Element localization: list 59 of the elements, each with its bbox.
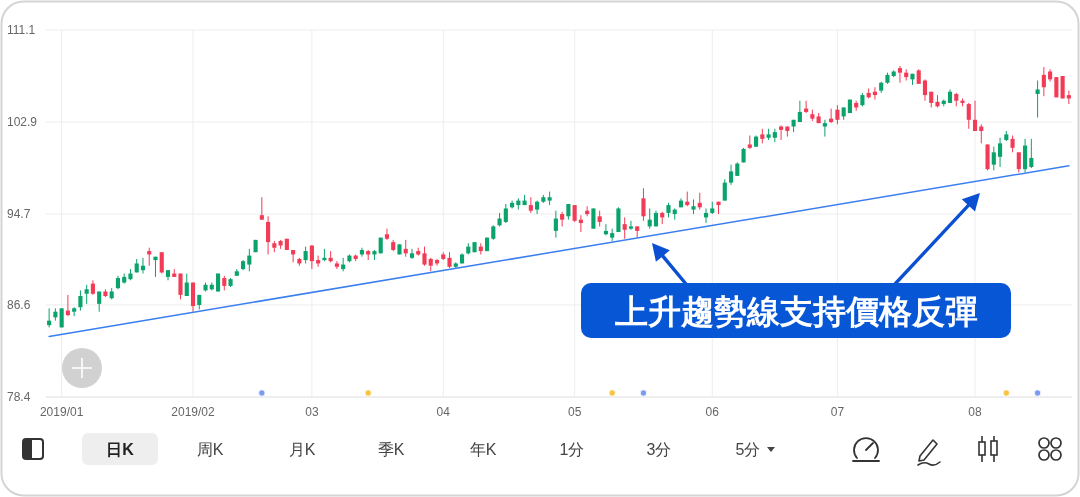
candlestick <box>78 289 83 312</box>
y-tick-label: 102.9 <box>7 115 38 130</box>
candlestick <box>409 248 415 260</box>
candlestick <box>822 119 827 138</box>
candlestick <box>997 137 1003 168</box>
text: 周K <box>196 440 224 458</box>
candlestick <box>1029 138 1034 169</box>
text: 5分 <box>735 440 761 458</box>
candlestick <box>922 78 928 102</box>
candlestick <box>266 215 271 255</box>
candlestick <box>553 210 558 239</box>
y-tick-label: 94.7 <box>7 207 31 222</box>
candlestick <box>384 228 390 241</box>
candlestick <box>309 244 314 270</box>
candlestick <box>728 164 734 186</box>
candlestick <box>1041 66 1046 97</box>
candlestick <box>991 146 996 171</box>
y-tick-label: 111.1 <box>7 23 36 37</box>
candlestick <box>184 273 189 297</box>
x-tick-label: 03 <box>305 405 319 419</box>
candlestick <box>503 203 508 224</box>
text: 日K <box>106 440 135 458</box>
y-tick-label: 86.6 <box>7 297 31 312</box>
candlestick <box>247 248 252 272</box>
candlestick <box>835 104 840 125</box>
x-tick-label: 05 <box>567 405 582 419</box>
candlestick <box>1035 80 1040 119</box>
text: 1分 <box>559 440 585 458</box>
x-tick-label: 04 <box>436 405 451 419</box>
candlestick <box>722 178 727 202</box>
candlestick <box>897 65 903 84</box>
candlestick <box>334 260 339 270</box>
candlestick <box>641 187 646 222</box>
text: 年K <box>469 440 497 458</box>
y-tick-label: 78.4 <box>7 390 31 404</box>
candlestick <box>560 211 565 227</box>
candlestick <box>966 102 971 130</box>
candlestick <box>972 100 978 132</box>
candlestick <box>159 251 164 275</box>
candlestick <box>84 284 89 305</box>
candlestick <box>616 206 621 233</box>
text: 月K <box>288 440 316 458</box>
candlestick <box>190 282 196 313</box>
candlestick <box>178 273 183 300</box>
candlestick <box>259 196 264 221</box>
candlestick <box>1023 138 1028 174</box>
x-tick-label: 06 <box>705 405 720 419</box>
candlestick <box>622 216 627 240</box>
x-tick-label: 07 <box>830 405 845 419</box>
x-tick-label: 2019/02 <box>171 405 216 419</box>
candlestick <box>591 207 596 230</box>
x-tick-label: 08 <box>968 405 983 419</box>
text: 3分 <box>646 440 672 458</box>
x-tick-label: 2019/01 <box>39 405 84 419</box>
annotation: 上升趨勢線支持價格反彈 <box>613 292 978 330</box>
candlestick <box>422 246 427 267</box>
text: 季K <box>377 440 405 458</box>
candlestick <box>628 220 634 231</box>
candlestick <box>1016 151 1021 174</box>
